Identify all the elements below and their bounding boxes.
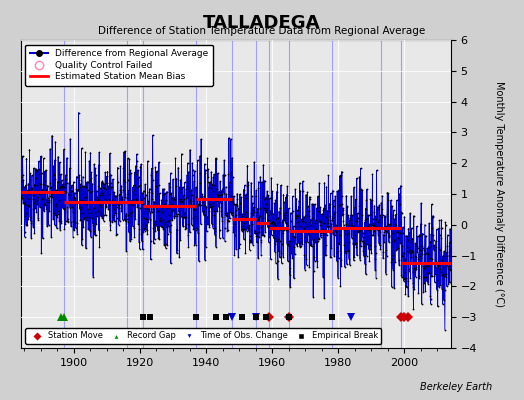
Legend: Station Move, Record Gap, Time of Obs. Change, Empirical Break: Station Move, Record Gap, Time of Obs. C… [25,328,381,344]
Text: Difference of Station Temperature Data from Regional Average: Difference of Station Temperature Data f… [99,26,425,36]
Text: TALLADEGA: TALLADEGA [203,14,321,32]
Text: Berkeley Earth: Berkeley Earth [420,382,493,392]
Y-axis label: Monthly Temperature Anomaly Difference (°C): Monthly Temperature Anomaly Difference (… [494,81,504,307]
